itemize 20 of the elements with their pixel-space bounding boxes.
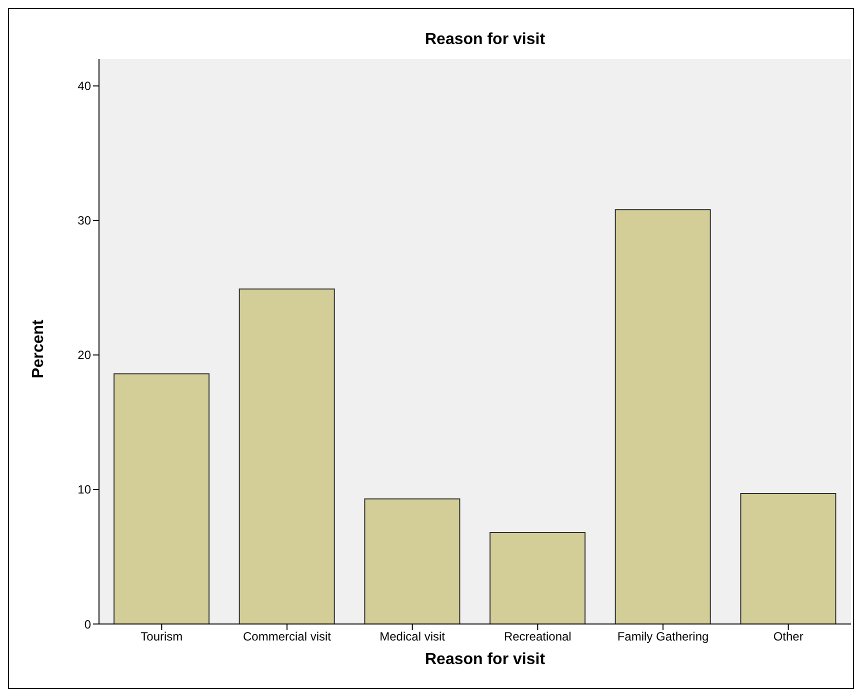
y-tick-label: 20 xyxy=(78,348,92,362)
x-axis-title: Reason for visit xyxy=(424,651,546,669)
y-tick-label: 40 xyxy=(78,79,92,94)
y-tick-label: 10 xyxy=(78,482,92,497)
y-tick-label: 30 xyxy=(78,214,92,228)
bar xyxy=(614,209,711,624)
bar xyxy=(490,532,586,624)
x-tick-label: Other xyxy=(773,630,804,644)
x-tick-label: Medical visit xyxy=(380,630,446,644)
x-tick-label: Family Gathering xyxy=(617,630,709,644)
chart-title: Reason for visit xyxy=(424,31,546,49)
bar xyxy=(364,498,460,624)
x-tick-label: Commercial visit xyxy=(242,630,332,644)
x-tick-label: Recreational xyxy=(504,630,572,644)
y-tick-label: 0 xyxy=(84,617,92,632)
bar xyxy=(114,373,210,624)
bar xyxy=(238,288,335,624)
x-tick-label: Tourism xyxy=(140,630,183,644)
y-axis-title: Percent xyxy=(30,320,48,378)
bar xyxy=(740,493,836,624)
